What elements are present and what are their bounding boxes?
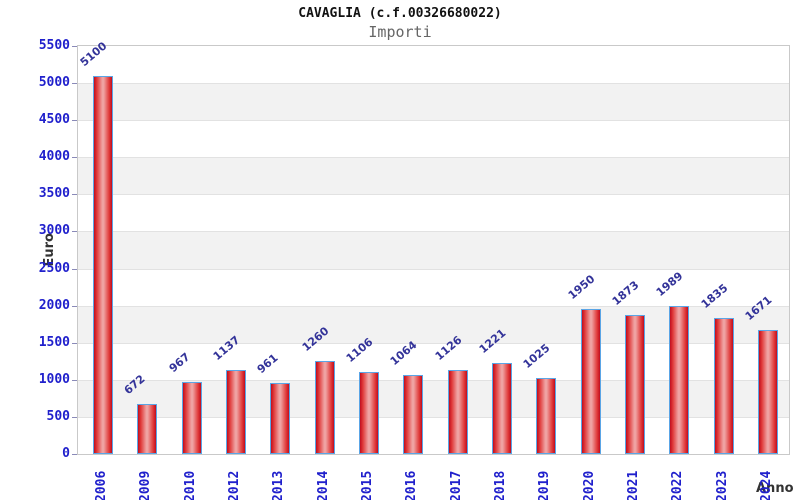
bar bbox=[226, 370, 246, 454]
x-tick-label: 2006 bbox=[94, 470, 109, 500]
x-tick-label: 2021 bbox=[626, 470, 641, 500]
x-tick-label: 2016 bbox=[404, 470, 420, 500]
bar bbox=[536, 378, 557, 454]
x-tick-label: 2017 bbox=[448, 470, 464, 500]
y-tick-label: 4500 bbox=[38, 112, 70, 128]
x-tick-label: 2010 bbox=[182, 470, 198, 500]
grid-band bbox=[78, 120, 789, 157]
bar bbox=[181, 382, 202, 454]
y-tick-label: 4000 bbox=[38, 149, 70, 165]
y-tick-label: 1000 bbox=[38, 371, 70, 387]
x-tick-label: 2012 bbox=[227, 470, 242, 500]
y-tick-mark bbox=[72, 194, 77, 196]
y-tick-mark bbox=[72, 268, 77, 270]
grid-band bbox=[78, 157, 789, 195]
y-tick-mark bbox=[72, 83, 77, 85]
y-tick-mark bbox=[72, 231, 77, 233]
y-tick-mark bbox=[72, 454, 77, 455]
bar bbox=[492, 363, 512, 454]
y-tick-mark bbox=[72, 379, 77, 381]
x-tick-label: 2015 bbox=[360, 470, 375, 500]
x-tick-label: 2022 bbox=[670, 470, 686, 500]
x-tick-label: 2024 bbox=[759, 470, 774, 500]
bar bbox=[359, 372, 379, 454]
bar bbox=[625, 315, 645, 454]
bar bbox=[314, 361, 335, 454]
x-tick-label: 2009 bbox=[138, 470, 154, 500]
y-tick-mark bbox=[72, 120, 77, 122]
y-tick-label: 0 bbox=[62, 446, 70, 461]
bar bbox=[713, 318, 734, 454]
y-tick-label: 2000 bbox=[38, 297, 70, 313]
x-tick-label: 2020 bbox=[581, 470, 597, 500]
x-axis-title: Anno bbox=[756, 481, 794, 496]
y-tick-label: 3000 bbox=[38, 223, 70, 239]
bar bbox=[270, 383, 291, 454]
grid-band bbox=[78, 83, 789, 121]
bar bbox=[669, 306, 690, 454]
y-tick-label: 3500 bbox=[38, 186, 70, 202]
y-tick-mark bbox=[72, 46, 77, 47]
grid-band bbox=[78, 194, 789, 231]
y-tick-mark bbox=[72, 416, 77, 418]
bar bbox=[447, 370, 468, 454]
bar bbox=[93, 76, 113, 454]
y-tick-label: 500 bbox=[46, 408, 70, 424]
bar bbox=[403, 375, 424, 454]
x-tick-label: 2023 bbox=[714, 470, 730, 500]
y-tick-label: 1500 bbox=[38, 334, 70, 350]
bar bbox=[580, 309, 601, 454]
y-tick-mark bbox=[72, 342, 77, 344]
grid-band bbox=[78, 268, 789, 306]
y-tick-label: 5000 bbox=[38, 75, 70, 91]
grid-band bbox=[78, 46, 789, 83]
y-tick-label: 2500 bbox=[38, 260, 70, 276]
x-tick-label: 2019 bbox=[537, 470, 553, 500]
grid-band bbox=[78, 231, 789, 269]
x-tick-label: 2013 bbox=[271, 470, 287, 500]
x-tick-label: 2014 bbox=[315, 470, 331, 500]
y-tick-mark bbox=[72, 157, 77, 159]
chart-subtitle: Importi bbox=[368, 23, 432, 41]
y-tick-label: 5500 bbox=[38, 38, 70, 53]
x-tick-label: 2018 bbox=[493, 470, 508, 500]
grid-band bbox=[78, 342, 789, 380]
chart-title: CAVAGLIA (c.f.00326680022) bbox=[298, 6, 502, 21]
y-tick-mark bbox=[72, 305, 77, 307]
bar bbox=[758, 330, 778, 454]
bar bbox=[137, 404, 158, 454]
grid-band bbox=[78, 416, 789, 454]
